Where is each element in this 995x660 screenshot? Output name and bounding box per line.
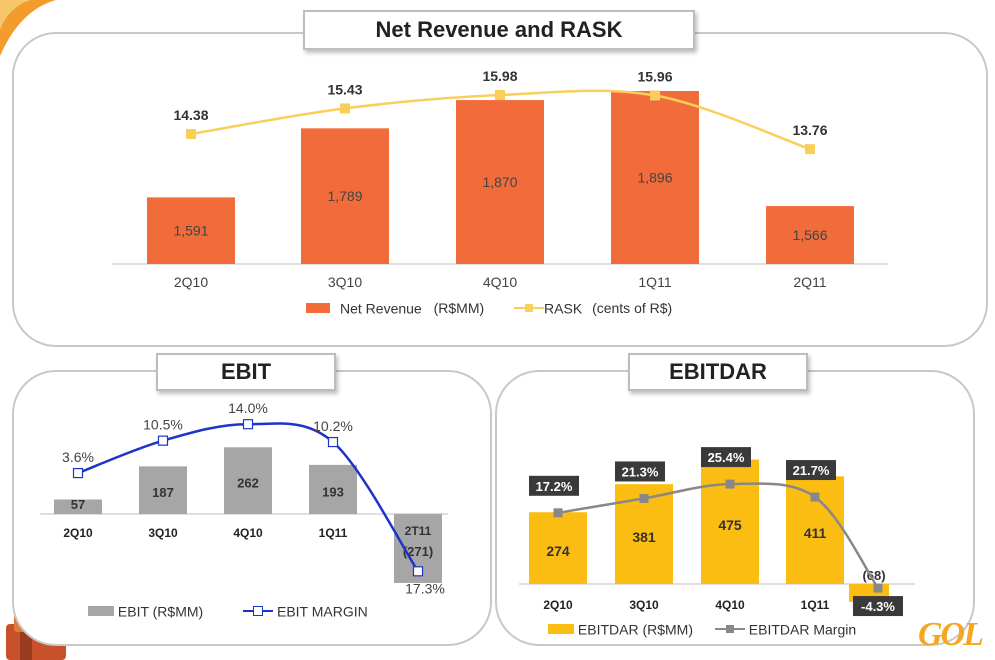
ebitdar-margin-label-box [615, 461, 665, 482]
ebit-bar-label: 187 [152, 485, 174, 500]
revenue-bar-label: 1,870 [482, 174, 517, 190]
ebit-legend: EBIT (R$MM) EBIT MARGIN [88, 602, 368, 619]
revenue-bar-label: 1,789 [327, 188, 362, 204]
rask-label: 15.43 [327, 81, 362, 97]
ebit-bar-label: (271) [403, 544, 433, 559]
rask-point [340, 103, 350, 114]
ebitdar-chart: 2742Q103813Q104754Q104111Q11(68)2T1117.2… [519, 447, 915, 617]
legend-line-rask [514, 301, 545, 315]
ebit-margin-point [242, 419, 254, 430]
ebitdar-legend: EBITDAR (R$MM) EBITDAR Margin [548, 620, 856, 637]
rask-label: 15.98 [482, 68, 517, 84]
rask-point [495, 90, 505, 100]
ebitdar-margin-point [639, 493, 649, 503]
ebitdar-margin-label-box [701, 447, 751, 468]
ebitdar-margin-label: 21.3% [622, 464, 659, 479]
ebit-bar-label: 262 [237, 476, 259, 491]
revenue-category-label: 1Q11 [638, 274, 671, 290]
ebitdar-margin-point [725, 479, 735, 489]
ebitdar-margin-label: 21.7% [793, 463, 830, 478]
rask-point [650, 90, 660, 101]
ebit-bar-1q11 [309, 464, 357, 514]
ebitdar-category-label: 1Q11 [801, 598, 830, 612]
ebitdar-category-label: 2Q10 [543, 598, 573, 612]
revenue-legend: Net Revenue (R$MM) RASK (cents of R$) [306, 299, 672, 316]
ebit-bar-label: 57 [71, 497, 85, 512]
ebitdar-margin-label-box [786, 460, 836, 481]
legend-label-ebit: EBIT (R$MM) [117, 603, 204, 620]
ebit-margin-point [412, 566, 424, 577]
ebit-category-label: 1Q11 [319, 526, 348, 540]
ebit-bar-label: 193 [322, 484, 344, 499]
rask-point [186, 129, 196, 139]
ebit-margin-label: 10.2% [313, 418, 353, 434]
ebitdar-bar-2q10 [529, 512, 587, 584]
legend-label-net-revenue: Net Revenue [340, 300, 422, 317]
ebit-margin-point [72, 467, 84, 479]
ebit-bar-4q10 [224, 447, 272, 514]
ebit-category-label: 2T11 [405, 524, 432, 538]
legend-swatch-ebitdar [548, 624, 574, 635]
rask-label: 14.38 [173, 107, 208, 123]
ebit-bar-3q10 [139, 466, 187, 514]
ebit-chart: 57 2Q10 187 3Q10 262 4Q10 193 1Q11 2T11 (271) 3.6%… [40, 400, 448, 596]
legend-unit-rask: (cents of R$) [592, 300, 673, 317]
revenue-category-label: 4Q10 [483, 274, 517, 290]
ebit-category-label: 2Q10 [63, 526, 93, 540]
ebit-category-label: 4Q10 [233, 526, 263, 540]
legend-label-ebit-margin: EBIT MARGIN [276, 603, 368, 620]
rask-point [805, 144, 815, 155]
revenue-bar-label: 1,896 [637, 170, 672, 186]
legend-label-ebitdar: EBITDAR (R$MM) [577, 621, 694, 638]
ebitdar-margin-label: 17.2% [536, 479, 573, 494]
ebitdar-bar-label: 411 [804, 525, 827, 541]
revenue-bar-2q11 [766, 206, 854, 264]
revenue-bar-label: 1,591 [173, 223, 208, 239]
ebit-margin-label: 10.5% [143, 417, 183, 433]
ebitdar-bar-label: 381 [632, 529, 656, 545]
revenue-bar-2q10 [147, 197, 235, 264]
ebitdar-margin-point [553, 508, 563, 518]
ebitdar-margin-label-box [853, 596, 903, 617]
legend-line-ebitdar-margin [714, 622, 745, 636]
ebitdar-margin-label: -4.3% [861, 599, 895, 614]
legend-label-ebitdar-margin: EBITDAR Margin [748, 621, 857, 638]
revenue-category-label: 2Q10 [174, 274, 208, 290]
revenue-bar-4q10 [456, 100, 544, 265]
ebitdar-margin-point [873, 583, 883, 593]
ebit-margin-point [157, 435, 169, 446]
revenue-category-label: 2Q11 [793, 274, 826, 290]
revenue-bar-1q11 [611, 91, 699, 264]
revenue-chart: 1,591 2Q10 1,789 3Q10 1,870 4Q10 1,896 1Q11 1,56… [112, 68, 888, 290]
ebit-category-label: 3Q10 [148, 526, 178, 540]
ebitdar-panel-title: EBITDAR [628, 353, 808, 391]
ebitdar-category-label: 3Q10 [629, 598, 659, 612]
ebit-margin-label: 14.0% [228, 400, 268, 416]
ebitdar-margin-point [810, 492, 820, 502]
ebit-panel-title: EBIT [156, 353, 336, 391]
ebitdar-bar-label: 274 [546, 543, 570, 559]
revenue-category-label: 3Q10 [328, 274, 362, 290]
legend-label-rask: RASK [544, 300, 583, 317]
rask-label: 13.76 [792, 122, 827, 138]
corner-decoration-top-left [0, 0, 56, 56]
rask-label: 15.96 [637, 68, 672, 84]
legend-swatch-net-revenue [306, 303, 330, 314]
ebit-margin-label: 17.3% [405, 580, 445, 596]
gol-logo: GOL [918, 616, 984, 653]
ebit-bar-2q10 [54, 499, 102, 514]
legend-swatch-ebit [88, 606, 114, 617]
legend-unit-net-revenue: (R$MM) [433, 300, 485, 317]
ebitdar-bar-label: 475 [718, 517, 742, 533]
ebitdar-margin-label: 25.4% [708, 450, 745, 465]
revenue-bar-3q10 [301, 128, 389, 264]
revenue-panel-title: Net Revenue and RASK [303, 10, 695, 50]
ebitdar-category-label: 4Q10 [715, 598, 745, 612]
ebit-margin-label: 3.6% [62, 449, 94, 465]
ebitdar-margin-label-box [529, 475, 579, 496]
ebit-margin-point [327, 436, 339, 448]
legend-line-ebit-margin [243, 604, 274, 618]
revenue-bar-label: 1,566 [792, 227, 827, 243]
